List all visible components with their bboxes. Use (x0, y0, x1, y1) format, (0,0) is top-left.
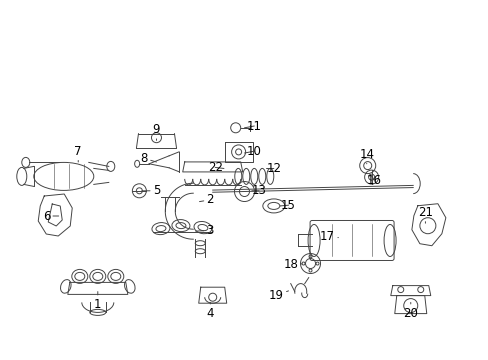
Text: 17: 17 (320, 230, 338, 243)
Text: 3: 3 (195, 224, 214, 237)
Text: 12: 12 (266, 162, 281, 175)
Text: 6: 6 (42, 210, 59, 222)
Text: 16: 16 (366, 174, 381, 186)
Text: 15: 15 (280, 199, 295, 212)
Text: 2: 2 (199, 193, 214, 206)
Text: 1: 1 (94, 292, 102, 311)
Text: 18: 18 (283, 258, 302, 271)
Text: 5: 5 (142, 184, 160, 197)
Text: 10: 10 (244, 145, 261, 158)
Text: 9: 9 (152, 123, 160, 140)
Text: 13: 13 (251, 184, 266, 197)
Text: 4: 4 (206, 302, 214, 320)
Text: 22: 22 (207, 161, 224, 174)
Text: 8: 8 (140, 152, 156, 165)
Text: 7: 7 (74, 145, 82, 162)
Text: 21: 21 (417, 206, 432, 223)
Text: 19: 19 (268, 289, 288, 302)
Text: 20: 20 (403, 302, 417, 320)
Text: 11: 11 (244, 120, 261, 132)
Text: 14: 14 (359, 148, 373, 164)
